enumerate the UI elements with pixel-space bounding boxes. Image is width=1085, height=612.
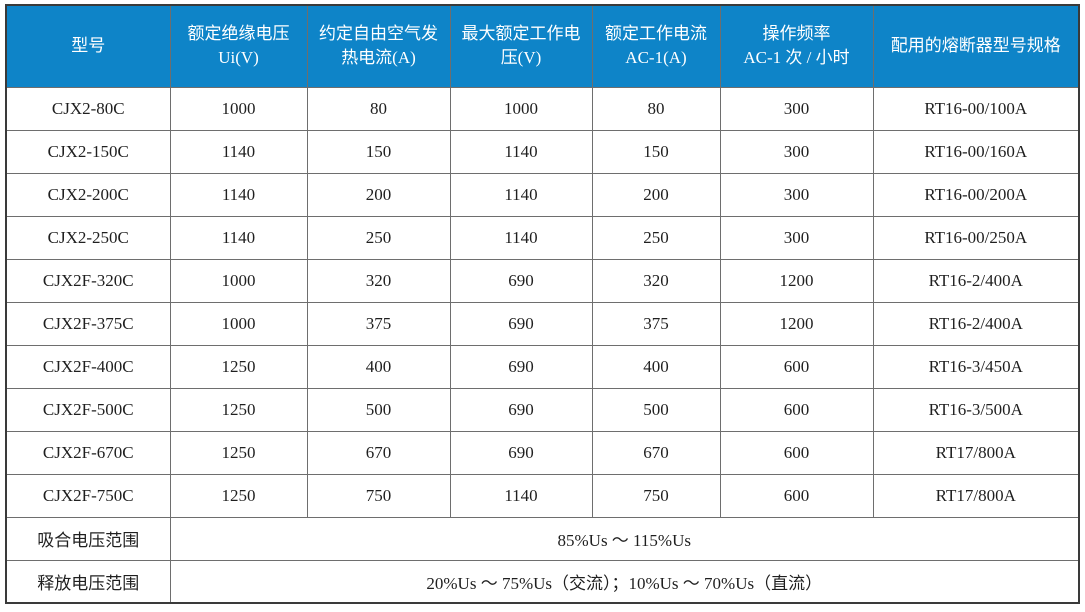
value-cell: 200: [306, 172, 451, 217]
value-cell: 1200: [719, 258, 874, 303]
value-cell: 1140: [169, 129, 308, 174]
value-cell: 600: [719, 473, 874, 518]
footer-label: 释放电压范围: [5, 559, 171, 604]
fuse-cell: RT16-3/450A: [872, 344, 1080, 389]
col-header-rated-operational-current: 额定工作电流 AC-1(A): [591, 4, 721, 88]
col-header-model: 型号: [5, 4, 171, 88]
fuse-cell: RT16-2/400A: [872, 258, 1080, 303]
model-cell: CJX2F-500C: [5, 387, 171, 432]
footer-value: 85%Us ～ 115%Us: [169, 516, 1080, 561]
value-cell: 1000: [169, 301, 308, 346]
table-row: CJX2F-670C 1250 670 690 670 600 RT17/800…: [5, 430, 1080, 475]
fuse-cell: RT16-00/100A: [872, 86, 1080, 131]
col-header-operating-frequency: 操作频率 AC-1 次 / 小时: [719, 4, 874, 88]
value-cell: 690: [449, 301, 593, 346]
model-cell: CJX2F-320C: [5, 258, 171, 303]
value-cell: 690: [449, 258, 593, 303]
value-cell: 320: [591, 258, 721, 303]
model-cell: CJX2-80C: [5, 86, 171, 131]
table-row: CJX2-80C 1000 80 1000 80 300 RT16-00/100…: [5, 86, 1080, 131]
model-cell: CJX2-150C: [5, 129, 171, 174]
value-cell: 750: [591, 473, 721, 518]
value-cell: 1200: [719, 301, 874, 346]
value-cell: 500: [306, 387, 451, 432]
value-cell: 320: [306, 258, 451, 303]
value-cell: 1250: [169, 344, 308, 389]
value-cell: 200: [591, 172, 721, 217]
fuse-cell: RT16-3/500A: [872, 387, 1080, 432]
model-cell: CJX2-250C: [5, 215, 171, 260]
col-header-rated-insulation-voltage: 额定绝缘电压 Ui(V): [169, 4, 308, 88]
table-row: CJX2F-400C 1250 400 690 400 600 RT16-3/4…: [5, 344, 1080, 389]
value-cell: 1000: [169, 86, 308, 131]
value-cell: 400: [306, 344, 451, 389]
value-cell: 400: [591, 344, 721, 389]
footer-row-pickup-voltage: 吸合电压范围 85%Us ～ 115%Us: [5, 516, 1080, 561]
value-cell: 1140: [449, 129, 593, 174]
value-cell: 500: [591, 387, 721, 432]
footer-row-release-voltage: 释放电压范围 20%Us ～ 75%Us（交流）；10%Us ～ 70%Us（直…: [5, 559, 1080, 604]
value-cell: 600: [719, 387, 874, 432]
model-cell: CJX2F-400C: [5, 344, 171, 389]
model-cell: CJX2F-375C: [5, 301, 171, 346]
value-cell: 690: [449, 430, 593, 475]
value-cell: 600: [719, 430, 874, 475]
fuse-cell: RT16-00/250A: [872, 215, 1080, 260]
fuse-cell: RT17/800A: [872, 430, 1080, 475]
value-cell: 670: [306, 430, 451, 475]
value-cell: 670: [591, 430, 721, 475]
table-row: CJX2-150C 1140 150 1140 150 300 RT16-00/…: [5, 129, 1080, 174]
col-header-conventional-free-air-thermal-current: 约定自由空气发热电流(A): [306, 4, 451, 88]
value-cell: 1000: [449, 86, 593, 131]
value-cell: 690: [449, 344, 593, 389]
value-cell: 300: [719, 129, 874, 174]
value-cell: 300: [719, 172, 874, 217]
model-cell: CJX2F-750C: [5, 473, 171, 518]
value-cell: 1140: [449, 473, 593, 518]
table-row: CJX2-200C 1140 200 1140 200 300 RT16-00/…: [5, 172, 1080, 217]
value-cell: 1250: [169, 473, 308, 518]
footer-label: 吸合电压范围: [5, 516, 171, 561]
fuse-cell: RT17/800A: [872, 473, 1080, 518]
fuse-cell: RT16-00/200A: [872, 172, 1080, 217]
value-cell: 1250: [169, 387, 308, 432]
value-cell: 250: [591, 215, 721, 260]
value-cell: 300: [719, 86, 874, 131]
table-row: CJX2F-750C 1250 750 1140 750 600 RT17/80…: [5, 473, 1080, 518]
fuse-cell: RT16-00/160A: [872, 129, 1080, 174]
value-cell: 690: [449, 387, 593, 432]
table-row: CJX2F-500C 1250 500 690 500 600 RT16-3/5…: [5, 387, 1080, 432]
value-cell: 80: [306, 86, 451, 131]
footer-value: 20%Us ～ 75%Us（交流）；10%Us ～ 70%Us（直流）: [169, 559, 1080, 604]
value-cell: 375: [306, 301, 451, 346]
value-cell: 1140: [169, 215, 308, 260]
value-cell: 1000: [169, 258, 308, 303]
table-row: CJX2F-320C 1000 320 690 320 1200 RT16-2/…: [5, 258, 1080, 303]
table-row: CJX2-250C 1140 250 1140 250 300 RT16-00/…: [5, 215, 1080, 260]
value-cell: 150: [591, 129, 721, 174]
value-cell: 80: [591, 86, 721, 131]
value-cell: 1140: [449, 215, 593, 260]
value-cell: 1140: [449, 172, 593, 217]
value-cell: 600: [719, 344, 874, 389]
value-cell: 375: [591, 301, 721, 346]
value-cell: 750: [306, 473, 451, 518]
model-cell: CJX2-200C: [5, 172, 171, 217]
model-cell: CJX2F-670C: [5, 430, 171, 475]
fuse-cell: RT16-2/400A: [872, 301, 1080, 346]
value-cell: 250: [306, 215, 451, 260]
value-cell: 300: [719, 215, 874, 260]
value-cell: 150: [306, 129, 451, 174]
header-row: 型号 额定绝缘电压 Ui(V) 约定自由空气发热电流(A) 最大额定工作电压(V…: [5, 4, 1080, 88]
value-cell: 1140: [169, 172, 308, 217]
contactor-spec-table: 型号 额定绝缘电压 Ui(V) 约定自由空气发热电流(A) 最大额定工作电压(V…: [5, 4, 1080, 604]
col-header-matching-fuse-type: 配用的熔断器型号规格: [872, 4, 1080, 88]
table-row: CJX2F-375C 1000 375 690 375 1200 RT16-2/…: [5, 301, 1080, 346]
value-cell: 1250: [169, 430, 308, 475]
col-header-max-rated-operational-voltage: 最大额定工作电压(V): [449, 4, 593, 88]
